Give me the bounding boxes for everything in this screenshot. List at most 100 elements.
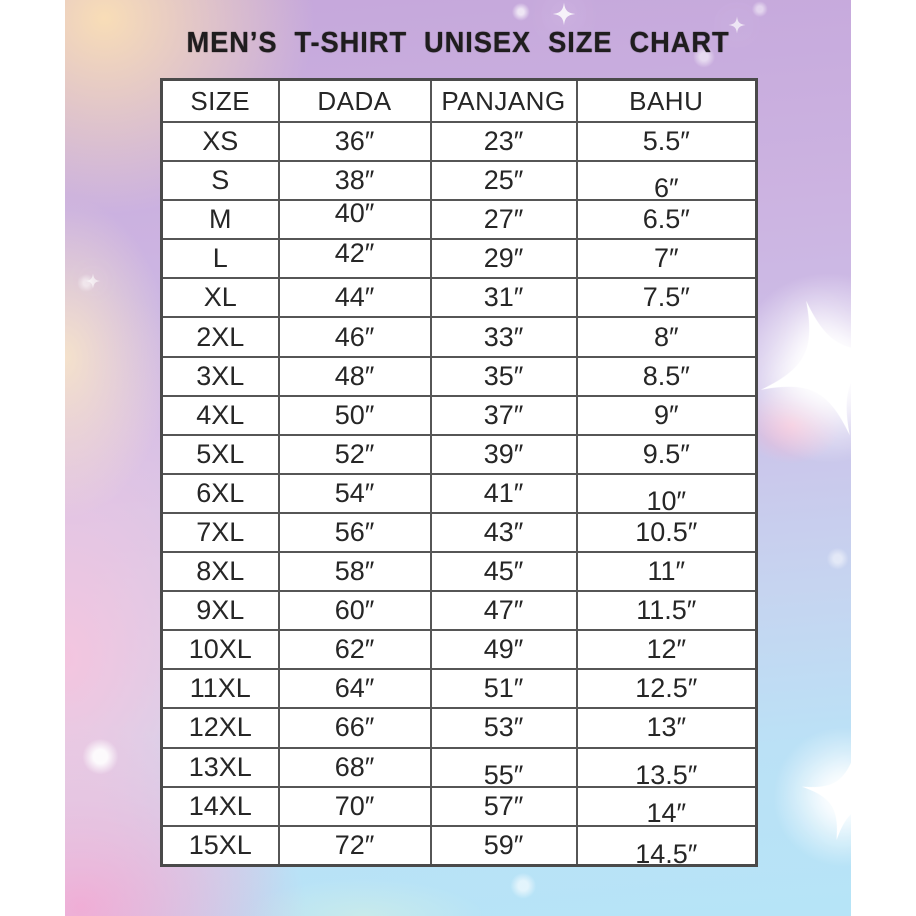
cell-text: 44″: [334, 282, 375, 313]
table-row: 8XL 58″ 45″ 11″: [160, 551, 758, 593]
cell-text: 31″: [483, 282, 524, 313]
cell-text: 39″: [483, 438, 524, 469]
cell-text: 10″: [646, 485, 687, 513]
cell-text: 66″: [334, 712, 375, 743]
cell-text: 64″: [334, 673, 375, 704]
cell-text: 5XL: [196, 438, 245, 469]
dada-value-cell: 60″: [277, 590, 432, 632]
bahu-value-cell: 13.5″: [575, 746, 758, 788]
dada-value-cell: 50″: [277, 394, 432, 436]
cell-text: 9XL: [196, 595, 245, 626]
table-row: 7XL 56″ 43″ 10.5″: [160, 511, 758, 554]
dada-value-cell: 46″: [277, 316, 432, 358]
panjang-value-cell: 29″: [429, 238, 578, 280]
cell-text: L: [212, 243, 228, 274]
bahu-value-cell: 12″: [575, 629, 758, 671]
cell-text: 41″: [483, 477, 524, 508]
panjang-value-cell: 39″: [429, 433, 578, 475]
cell-text: 38″: [334, 165, 375, 196]
table-row: 11XL 64″ 51″ 12.5″: [160, 668, 758, 710]
cell-text: 7.5″: [642, 282, 690, 313]
panjang-value-cell: 41″: [429, 472, 578, 514]
cell-text: 11″: [647, 556, 686, 587]
table-row: 3XL 48″ 35″ 8.5″: [160, 355, 758, 397]
cell-text: 15XL: [188, 829, 252, 860]
cell-text: 45″: [483, 556, 524, 587]
cell-text: 68″: [334, 751, 375, 782]
cell-text: 8.5″: [642, 360, 690, 391]
panjang-value-cell: 37″: [429, 394, 578, 436]
cell-text: 47″: [483, 595, 524, 626]
dada-value-cell: 42″: [277, 238, 432, 280]
cell-text: 7″: [653, 243, 679, 274]
cell-text: 29″: [483, 243, 524, 274]
column-header-panjang: PANJANG: [429, 78, 578, 123]
table-row: 5XL 52″ 39″ 9.5″: [160, 433, 758, 475]
size-label-cell: XS: [160, 120, 280, 163]
panjang-value-cell: 59″: [429, 824, 578, 867]
cell-text: 37″: [483, 399, 524, 430]
cell-text: 12XL: [188, 712, 252, 743]
cell-text: 72″: [334, 829, 375, 860]
cell-text: 9″: [653, 399, 679, 430]
size-label-cell: 3XL: [160, 355, 280, 397]
bahu-value-cell: 14″: [575, 785, 758, 827]
panjang-value-cell: 35″: [429, 355, 578, 397]
cell-text: 56″: [334, 516, 375, 547]
size-label-cell: 6XL: [160, 472, 280, 514]
panjang-value-cell: 31″: [429, 277, 578, 319]
cell-text: 42″: [334, 239, 375, 269]
column-header-bahu: BAHU: [575, 78, 758, 123]
bahu-value-cell: 11.5″: [575, 590, 758, 632]
size-label-cell: 14XL: [160, 785, 280, 827]
cell-text: 70″: [334, 790, 375, 821]
cell-text: 11.5″: [636, 595, 697, 626]
cell-text: 33″: [483, 321, 524, 352]
panjang-value-cell: 53″: [429, 707, 578, 749]
panjang-value-cell: 33″: [429, 316, 578, 358]
size-label-cell: 5XL: [160, 433, 280, 475]
cell-text: 8XL: [196, 556, 245, 587]
table-row: 2XL 46″ 33″ 8″: [160, 316, 758, 358]
cell-text: 5.5″: [642, 126, 690, 157]
cell-text: 59″: [483, 829, 524, 860]
panjang-value-cell: 49″: [429, 629, 578, 671]
cell-text: 3XL: [196, 360, 245, 391]
dada-value-cell: 70″: [277, 785, 432, 827]
size-label-cell: L: [160, 238, 280, 280]
panjang-value-cell: 45″: [429, 551, 578, 593]
cell-text: 53″: [483, 712, 524, 743]
size-label-cell: 2XL: [160, 316, 280, 358]
bahu-value-cell: 6.5″: [575, 199, 758, 241]
table-row: 10XL 62″ 49″ 12″: [160, 629, 758, 671]
panjang-value-cell: 23″: [429, 120, 578, 163]
bahu-value-cell: 10″: [575, 472, 758, 514]
bahu-value-cell: 10.5″: [575, 511, 758, 554]
cell-text: XL: [203, 282, 237, 313]
bahu-value-cell: 8.5″: [575, 355, 758, 397]
table-row: 6XL 54″ 41″ 10″: [160, 472, 758, 514]
cell-text: 13.5″: [635, 759, 698, 787]
cell-text: 58″: [334, 556, 375, 587]
dada-value-cell: 58″: [277, 551, 432, 593]
dada-value-cell: 38″: [277, 160, 432, 202]
dada-value-cell: 72″: [277, 824, 432, 867]
size-label-cell: 15XL: [160, 824, 280, 867]
dada-value-cell: 68″: [277, 746, 432, 788]
cell-text: 54″: [334, 477, 375, 508]
size-label-cell: 9XL: [160, 590, 280, 632]
sparkle-star-icon: [728, 16, 746, 34]
column-header-dada: DADA: [277, 78, 432, 123]
size-label-cell: 4XL: [160, 394, 280, 436]
table-row: 15XL 72″ 59″ 14.5″: [160, 824, 758, 867]
dada-value-cell: 64″: [277, 668, 432, 710]
size-label-cell: XL: [160, 277, 280, 319]
cell-text: 14″: [646, 797, 687, 826]
panjang-value-cell: 55″: [429, 746, 578, 788]
dada-value-cell: 44″: [277, 277, 432, 319]
page-title: MEN’S T-SHIRT UNISEX SIZE CHART: [186, 27, 730, 59]
cell-text: 12.5″: [635, 673, 698, 704]
dada-value-cell: 36″: [277, 120, 432, 163]
cell-text: 13XL: [188, 751, 252, 782]
cell-text: 12″: [646, 634, 687, 665]
